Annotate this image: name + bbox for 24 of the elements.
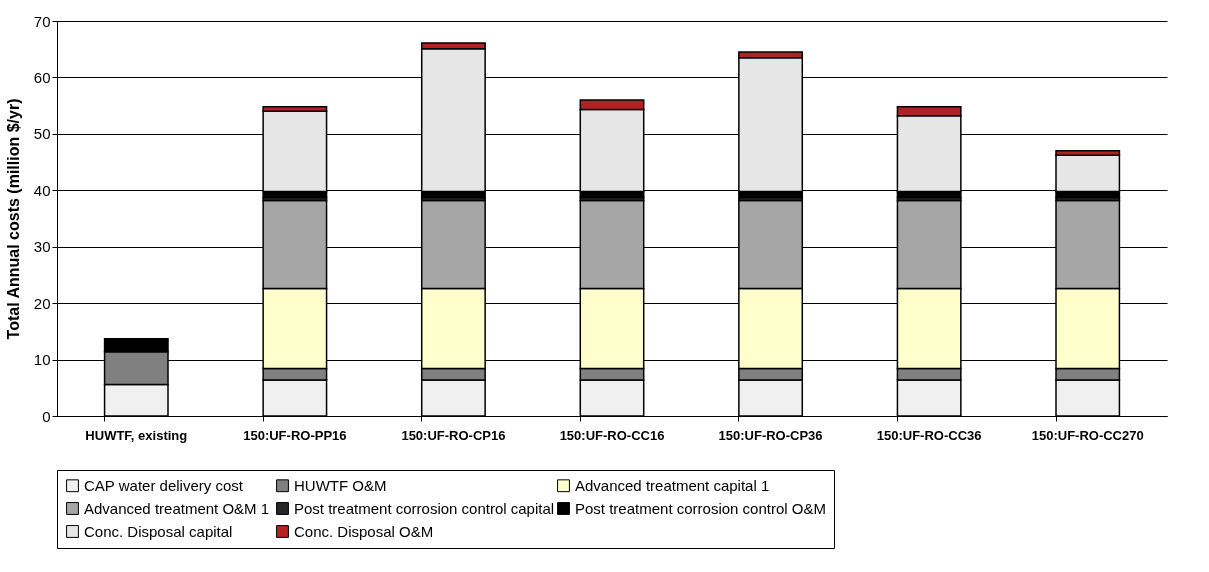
y-tick-label: 20 [33,294,51,312]
legend-label: Post treatment corrosion control capital [294,499,555,517]
legend-label: Conc. Disposal capital [84,522,233,540]
y-tick-label: 10 [33,351,51,369]
y-tick-label: 50 [33,125,51,143]
x-tick-label: 150:UF-RO-CP16 [401,427,506,443]
y-axis-title: Total Annual costs (million $/yr) [4,98,22,340]
y-tick-label: 40 [33,181,51,199]
legend-label: Advanced treatment capital 1 [575,476,770,494]
x-tick-label: 150:UF-RO-CC36 [876,427,982,443]
x-tick-label: HUWTF, existing [85,427,188,443]
x-tick-label: 150:UF-RO-PP16 [243,427,347,443]
legend-label: Conc. Disposal O&M [294,522,434,540]
legend-label: Post treatment corrosion control O&M [575,499,826,517]
y-tick-label: 30 [33,238,51,256]
x-tick-label: 150:UF-RO-CC270 [1031,427,1144,443]
legend-label: HUWTF O&M [294,476,387,494]
y-tick-label: 70 [33,12,51,30]
legend-label: CAP water delivery cost [84,476,244,494]
x-tick-label: 150:UF-RO-CP36 [718,427,823,443]
y-tick-label: 60 [33,68,51,86]
x-tick-label: 150:UF-RO-CC16 [559,427,665,443]
legend-label: Advanced treatment O&M 1 [84,499,270,517]
y-tick-label: 0 [42,407,51,425]
